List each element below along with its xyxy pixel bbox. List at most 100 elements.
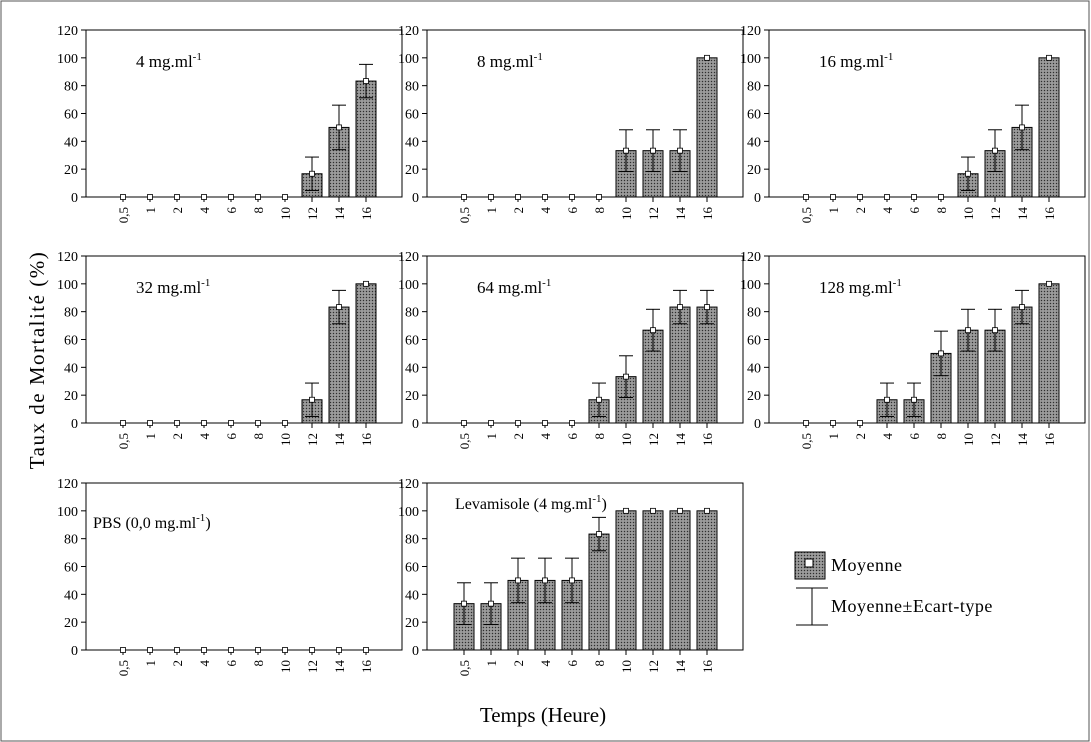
- y-tick-label: 60: [747, 334, 761, 349]
- y-tick-label: 80: [747, 80, 761, 95]
- x-tick-label: 1: [143, 433, 158, 440]
- y-tick-label: 20: [405, 163, 419, 178]
- y-tick-label: 120: [57, 24, 78, 39]
- x-tick-label: 8: [251, 433, 266, 440]
- x-tick-label: 2: [853, 433, 868, 440]
- mean-marker: [803, 420, 809, 426]
- mean-marker: [1046, 280, 1052, 287]
- y-tick-label: 120: [398, 24, 419, 39]
- bar: [669, 306, 691, 424]
- y-tick-label: 80: [64, 306, 78, 321]
- panel-title: Levamisole (4 mg.ml-1): [455, 493, 607, 513]
- panel-title-main: 64 mg.ml: [477, 278, 542, 297]
- mean-marker: [228, 194, 234, 200]
- bar: [696, 306, 718, 424]
- x-tick-label: 8: [592, 207, 607, 214]
- panel-title-main: 32 mg.ml: [136, 278, 201, 297]
- panel-title: 16 mg.ml-1: [819, 51, 893, 71]
- bar: [355, 80, 377, 198]
- x-tick-label: 8: [251, 660, 266, 667]
- y-tick-label: 100: [740, 278, 761, 293]
- x-tick-label: 2: [511, 660, 526, 667]
- x-tick-label: 1: [826, 207, 841, 214]
- legend-sd-label: Moyenne±Ecart-type: [831, 596, 993, 616]
- x-tick-label: 14: [332, 433, 347, 447]
- x-tick-label: 10: [278, 660, 293, 673]
- mean-marker: [677, 147, 683, 154]
- x-tick-label: 10: [278, 207, 293, 220]
- mean-marker: [488, 600, 494, 607]
- mean-marker: [830, 194, 836, 200]
- mean-marker: [255, 420, 261, 426]
- x-tick-label: 0,5: [799, 207, 814, 223]
- mean-marker: [120, 194, 126, 200]
- mean-marker: [282, 194, 288, 200]
- mean-marker: [120, 420, 126, 426]
- y-tick-label: 40: [405, 588, 419, 603]
- y-tick-label: 100: [398, 278, 419, 293]
- y-tick-label: 40: [405, 135, 419, 150]
- mean-marker: [803, 194, 809, 200]
- y-tick-label: 60: [64, 561, 78, 576]
- mean-marker: [174, 420, 180, 426]
- panel-title: 32 mg.ml-1: [136, 277, 210, 297]
- x-tick-label: 10: [961, 433, 976, 446]
- x-tick-label: 2: [170, 660, 185, 667]
- x-tick-label: 16: [700, 433, 715, 447]
- panel-title: 128 mg.ml-1: [819, 277, 902, 297]
- panel-title-suffix: ): [205, 515, 210, 532]
- mean-marker: [309, 396, 315, 403]
- y-tick-label: 20: [64, 163, 78, 178]
- mean-marker: [830, 420, 836, 426]
- y-tick-label: 0: [412, 191, 419, 206]
- mean-marker: [255, 647, 261, 653]
- y-tick-label: 100: [398, 505, 419, 520]
- x-tick-label: 14: [332, 207, 347, 221]
- x-tick-label: 6: [224, 660, 239, 667]
- mean-marker: [884, 396, 890, 403]
- mean-marker: [965, 327, 971, 334]
- mean-marker: [228, 647, 234, 653]
- mean-marker: [201, 194, 207, 200]
- x-tick-label: 12: [988, 433, 1003, 446]
- mean-marker: [228, 420, 234, 426]
- mean-marker: [201, 647, 207, 653]
- x-tick-label: 4: [538, 433, 553, 440]
- y-tick-label: 0: [412, 644, 419, 659]
- x-tick-label: 16: [1042, 207, 1057, 221]
- bar: [588, 533, 610, 651]
- x-tick-label: 6: [565, 207, 580, 214]
- y-tick-label: 40: [64, 361, 78, 376]
- mean-marker: [336, 304, 342, 310]
- panel-title-suffix: ): [601, 496, 606, 513]
- mean-marker: [992, 327, 998, 334]
- x-tick-label: 2: [511, 433, 526, 440]
- mean-marker: [1019, 304, 1025, 310]
- legend: Moyenne Moyenne±Ecart-type: [794, 551, 993, 626]
- mean-marker: [336, 647, 342, 653]
- x-tick-label: 10: [619, 207, 634, 220]
- y-tick-label: 80: [64, 533, 78, 548]
- y-tick-label: 0: [71, 417, 78, 432]
- mean-marker: [147, 194, 153, 200]
- x-tick-label: 0,5: [116, 207, 131, 223]
- mean-marker: [542, 577, 548, 584]
- panel-title-sup: -1: [542, 277, 551, 289]
- y-tick-label: 20: [64, 389, 78, 404]
- panel-title-main: 4 mg.ml: [136, 52, 193, 71]
- y-tick-label: 120: [398, 250, 419, 265]
- x-tick-label: 16: [359, 660, 374, 674]
- x-tick-label: 1: [143, 660, 158, 667]
- mean-marker: [542, 420, 548, 426]
- mean-marker: [569, 194, 575, 200]
- x-tick-label: 10: [278, 433, 293, 446]
- x-tick-label: 16: [359, 433, 374, 447]
- bar: [1038, 57, 1060, 198]
- bar: [642, 510, 664, 651]
- x-tick-label: 2: [511, 207, 526, 214]
- x-tick-label: 6: [224, 433, 239, 440]
- x-tick-label: 2: [170, 433, 185, 440]
- y-axis-label: Taux de Mortalité (%): [25, 251, 49, 469]
